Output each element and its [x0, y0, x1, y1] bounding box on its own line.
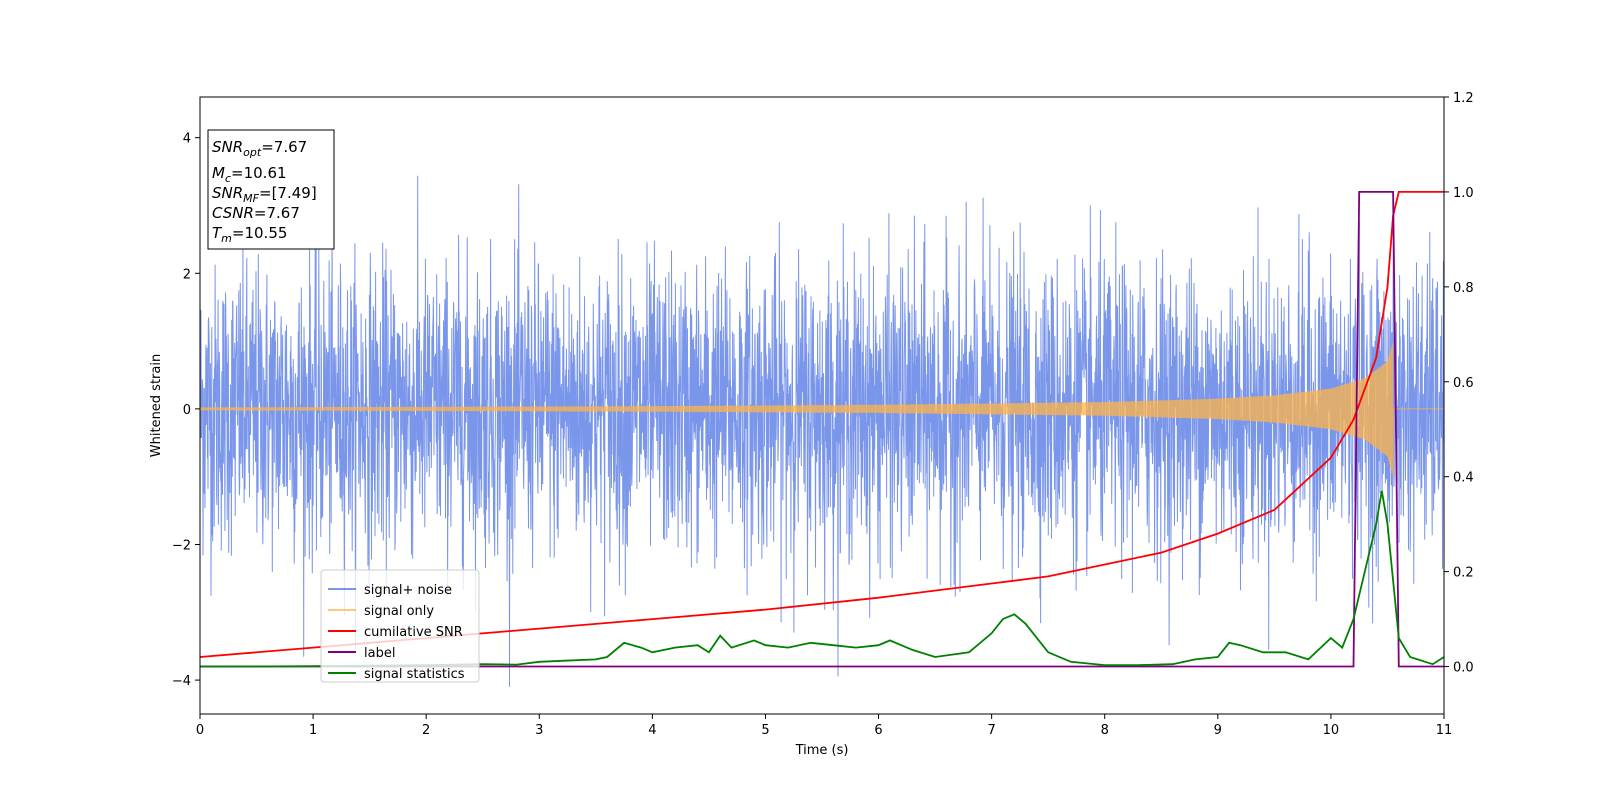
- line-label: [200, 191, 1444, 668]
- x-axis: 0 1 2 3 4 5 6 7 8 9 10 11: [196, 714, 1452, 738]
- y2-tick-label: 1.0: [1453, 186, 1474, 201]
- series-signal-only: [199, 342, 1444, 477]
- y-axis-right: 0.0 0.2 0.4 0.6 0.8 1.0 1.2: [1444, 91, 1474, 676]
- y2-tick-label: 0.2: [1453, 566, 1474, 581]
- y2-tick-label: 0.6: [1453, 376, 1474, 391]
- x-tick-label: 10: [1323, 723, 1340, 738]
- info-snr-opt: SNRopt=7.67: [212, 138, 307, 159]
- y2-tick-label: 0.8: [1453, 281, 1474, 296]
- y2-tick-label: 1.2: [1453, 91, 1474, 106]
- info-snr-mf: SNRMF=[7.49]: [212, 184, 317, 205]
- series-cumulative-snr: [199, 191, 1444, 658]
- x-axis-label: Time (s): [795, 743, 849, 758]
- y-axis-label: Whitened strain: [149, 354, 164, 457]
- x-tick-label: 4: [648, 723, 656, 738]
- legend-label: cumilative SNR: [364, 625, 463, 640]
- x-tick-label: 11: [1436, 723, 1453, 738]
- legend: signal+ noise signal only cumilative SNR la…: [320, 569, 480, 683]
- x-tick-label: 5: [761, 723, 769, 738]
- legend-label: signal statistics: [364, 667, 465, 682]
- series-signal-statistics: [200, 490, 1445, 668]
- y2-tick-label: 0.0: [1453, 661, 1474, 676]
- y-tick-label: 2: [183, 267, 191, 282]
- line-signal-statistics: [200, 490, 1445, 668]
- y2-tick-label: 0.4: [1453, 471, 1474, 486]
- x-tick-label: 9: [1214, 723, 1222, 738]
- legend-label: label: [364, 646, 395, 661]
- plot-frame: [199, 96, 1445, 715]
- x-tick-label: 2: [422, 723, 430, 738]
- line-signal-only: [199, 342, 1444, 477]
- y-tick-label: −2: [172, 538, 191, 553]
- info-mc: Mc=10.61: [212, 164, 287, 185]
- info-csnr: CSNR=7.67: [212, 204, 300, 222]
- x-tick-label: 6: [874, 723, 882, 738]
- legend-label: signal+ noise: [364, 583, 452, 598]
- y-axis-left: −4 −2 0 2 4: [172, 132, 200, 689]
- x-tick-label: 1: [309, 723, 317, 738]
- x-tick-label: 3: [535, 723, 543, 738]
- x-tick-label: 8: [1101, 723, 1109, 738]
- y-tick-label: 0: [183, 403, 191, 418]
- x-tick-label: 7: [987, 723, 995, 738]
- series-label: [200, 191, 1444, 668]
- line-cumulative-snr: [199, 191, 1444, 658]
- x-tick-label: 0: [196, 723, 204, 738]
- info-tm: Tm=10.55: [212, 224, 287, 245]
- y-tick-label: −4: [172, 674, 191, 689]
- info-box: SNRopt=7.67 Mc=10.61 SNRMF=[7.49] CSNR=7…: [207, 129, 335, 250]
- legend-label: signal only: [364, 604, 434, 619]
- y-tick-label: 4: [183, 132, 191, 147]
